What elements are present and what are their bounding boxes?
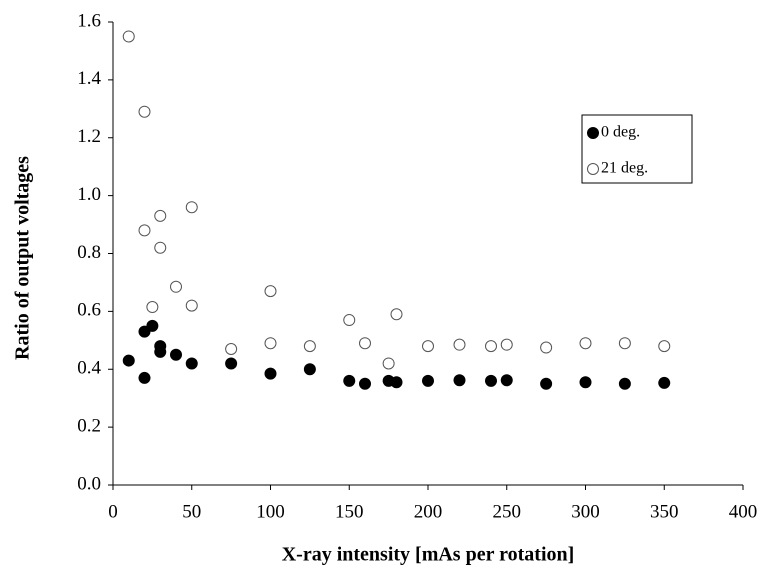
x-tick-label: 400 — [729, 501, 758, 522]
point — [540, 377, 553, 390]
point — [264, 337, 277, 350]
point — [146, 301, 159, 314]
x-tick-label: 0 — [108, 501, 118, 522]
point — [359, 377, 371, 390]
y-axis-title: Ratio of output voltages — [12, 156, 34, 360]
point — [343, 374, 356, 387]
point — [225, 357, 238, 370]
point — [390, 376, 403, 389]
point — [154, 345, 167, 358]
point — [500, 374, 513, 387]
legend-box — [581, 114, 693, 184]
y-tick-label: 0.4 — [77, 358, 101, 379]
point — [579, 337, 592, 350]
point — [146, 319, 159, 332]
point — [122, 354, 135, 367]
x-tick-label: 200 — [414, 501, 443, 522]
point — [485, 340, 497, 353]
point — [500, 338, 513, 351]
point — [579, 376, 592, 389]
point — [422, 340, 434, 353]
point — [264, 285, 277, 298]
y-tick-label: 1.4 — [77, 68, 101, 89]
point — [154, 209, 167, 222]
point — [658, 376, 671, 389]
x-tick-label: 350 — [650, 501, 679, 522]
x-tick-label: 300 — [571, 501, 600, 522]
legend-marker — [587, 127, 599, 139]
point — [343, 314, 356, 327]
x-tick-label: 250 — [493, 501, 522, 522]
point — [185, 201, 198, 214]
point — [359, 337, 371, 350]
y-tick-label: 0.2 — [77, 415, 101, 436]
point — [225, 342, 238, 355]
point — [138, 371, 151, 384]
point — [453, 338, 466, 351]
legend-marker — [587, 163, 599, 175]
point — [170, 348, 182, 361]
point — [138, 105, 151, 118]
point — [303, 340, 316, 353]
point — [658, 340, 671, 353]
point — [485, 374, 497, 387]
y-tick-label: 0.8 — [77, 242, 101, 263]
legend-label: 0 deg. — [601, 124, 640, 141]
point — [618, 377, 631, 390]
point — [264, 367, 277, 380]
point — [422, 374, 434, 387]
point — [170, 280, 182, 293]
y-tick-label: 0.0 — [77, 473, 101, 494]
point — [138, 224, 151, 237]
point — [382, 357, 395, 370]
point — [185, 357, 198, 370]
point — [618, 337, 631, 350]
point — [185, 299, 198, 312]
y-tick-label: 1.6 — [77, 10, 101, 31]
point — [453, 374, 466, 387]
y-tick-label: 1.2 — [77, 126, 101, 147]
point — [154, 241, 167, 254]
point — [540, 341, 553, 354]
x-tick-label: 150 — [335, 501, 364, 522]
legend-label: 21 deg. — [601, 160, 648, 177]
x-tick-label: 100 — [256, 501, 285, 522]
point — [122, 30, 135, 43]
point — [390, 308, 403, 321]
y-tick-label: 0.6 — [77, 300, 101, 321]
y-tick-label: 1.0 — [77, 184, 101, 205]
x-axis-title: X-ray intensity [mAs per rotation] — [282, 544, 575, 566]
x-tick-label: 50 — [182, 501, 201, 522]
point — [303, 363, 316, 376]
